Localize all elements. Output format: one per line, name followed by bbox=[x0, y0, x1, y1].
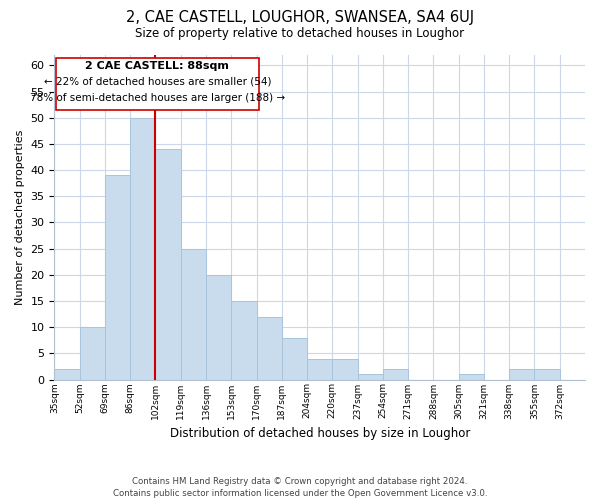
Text: Size of property relative to detached houses in Loughor: Size of property relative to detached ho… bbox=[136, 28, 464, 40]
Bar bbox=[231, 301, 257, 380]
Bar bbox=[257, 316, 282, 380]
Bar bbox=[509, 369, 535, 380]
Bar bbox=[332, 358, 358, 380]
FancyBboxPatch shape bbox=[56, 58, 259, 110]
Bar bbox=[181, 248, 206, 380]
Bar bbox=[105, 176, 130, 380]
Bar bbox=[130, 118, 155, 380]
Bar bbox=[206, 275, 231, 380]
Bar bbox=[55, 369, 80, 380]
Bar bbox=[458, 374, 484, 380]
X-axis label: Distribution of detached houses by size in Loughor: Distribution of detached houses by size … bbox=[170, 427, 470, 440]
Bar bbox=[307, 358, 332, 380]
Y-axis label: Number of detached properties: Number of detached properties bbox=[15, 130, 25, 305]
Text: 78% of semi-detached houses are larger (188) →: 78% of semi-detached houses are larger (… bbox=[30, 92, 285, 102]
Text: 2, CAE CASTELL, LOUGHOR, SWANSEA, SA4 6UJ: 2, CAE CASTELL, LOUGHOR, SWANSEA, SA4 6U… bbox=[126, 10, 474, 25]
Bar bbox=[358, 374, 383, 380]
Text: Contains HM Land Registry data © Crown copyright and database right 2024.
Contai: Contains HM Land Registry data © Crown c… bbox=[113, 476, 487, 498]
Bar bbox=[282, 338, 307, 380]
Text: 2 CAE CASTELL: 88sqm: 2 CAE CASTELL: 88sqm bbox=[85, 62, 229, 72]
Bar bbox=[80, 327, 105, 380]
Bar bbox=[383, 369, 408, 380]
Bar bbox=[155, 149, 181, 380]
Bar bbox=[535, 369, 560, 380]
Text: ← 22% of detached houses are smaller (54): ← 22% of detached houses are smaller (54… bbox=[44, 77, 271, 87]
